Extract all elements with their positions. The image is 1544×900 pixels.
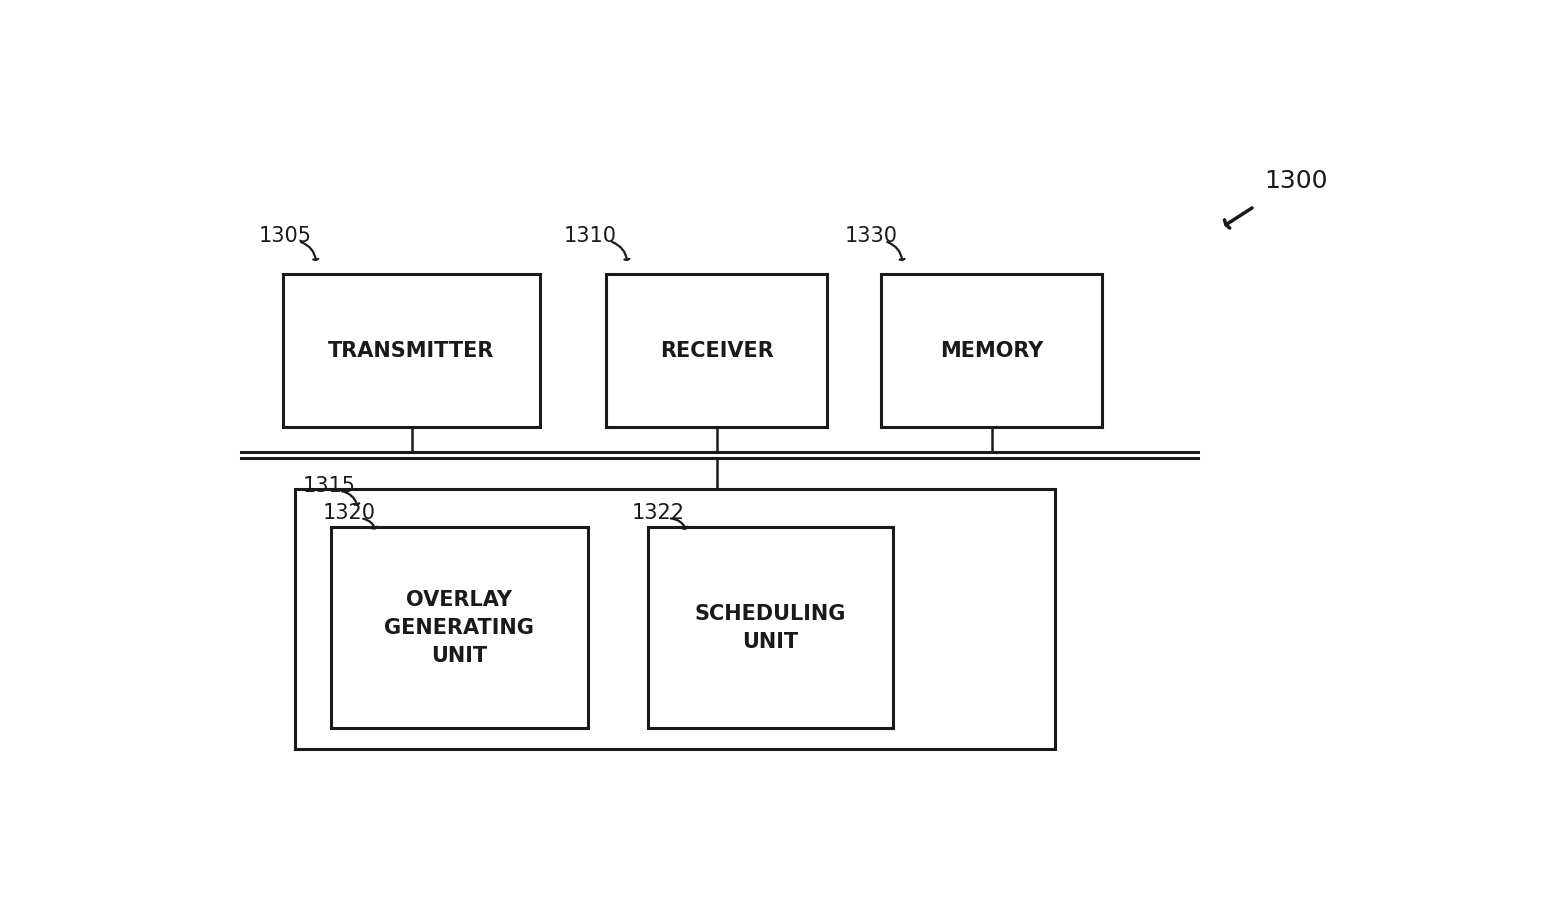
Text: 1310: 1310 bbox=[564, 226, 618, 247]
Bar bbox=[605, 274, 828, 427]
Text: OVERLAY
GENERATING
UNIT: OVERLAY GENERATING UNIT bbox=[384, 590, 534, 666]
Text: 1315: 1315 bbox=[303, 476, 357, 496]
Bar bbox=[882, 274, 1102, 427]
Text: 1300: 1300 bbox=[1265, 169, 1328, 193]
Text: 1322: 1322 bbox=[631, 503, 686, 524]
Text: 1330: 1330 bbox=[845, 226, 899, 247]
Text: TRANSMITTER: TRANSMITTER bbox=[329, 340, 494, 361]
Text: 1305: 1305 bbox=[259, 226, 312, 247]
Bar bbox=[648, 527, 892, 728]
Text: RECEIVER: RECEIVER bbox=[659, 340, 774, 361]
Text: 1320: 1320 bbox=[323, 503, 375, 524]
Bar bbox=[330, 527, 588, 728]
Text: MEMORY: MEMORY bbox=[940, 340, 1044, 361]
Bar bbox=[283, 274, 540, 427]
Text: SCHEDULING
UNIT: SCHEDULING UNIT bbox=[695, 604, 846, 652]
Bar bbox=[295, 490, 1055, 749]
